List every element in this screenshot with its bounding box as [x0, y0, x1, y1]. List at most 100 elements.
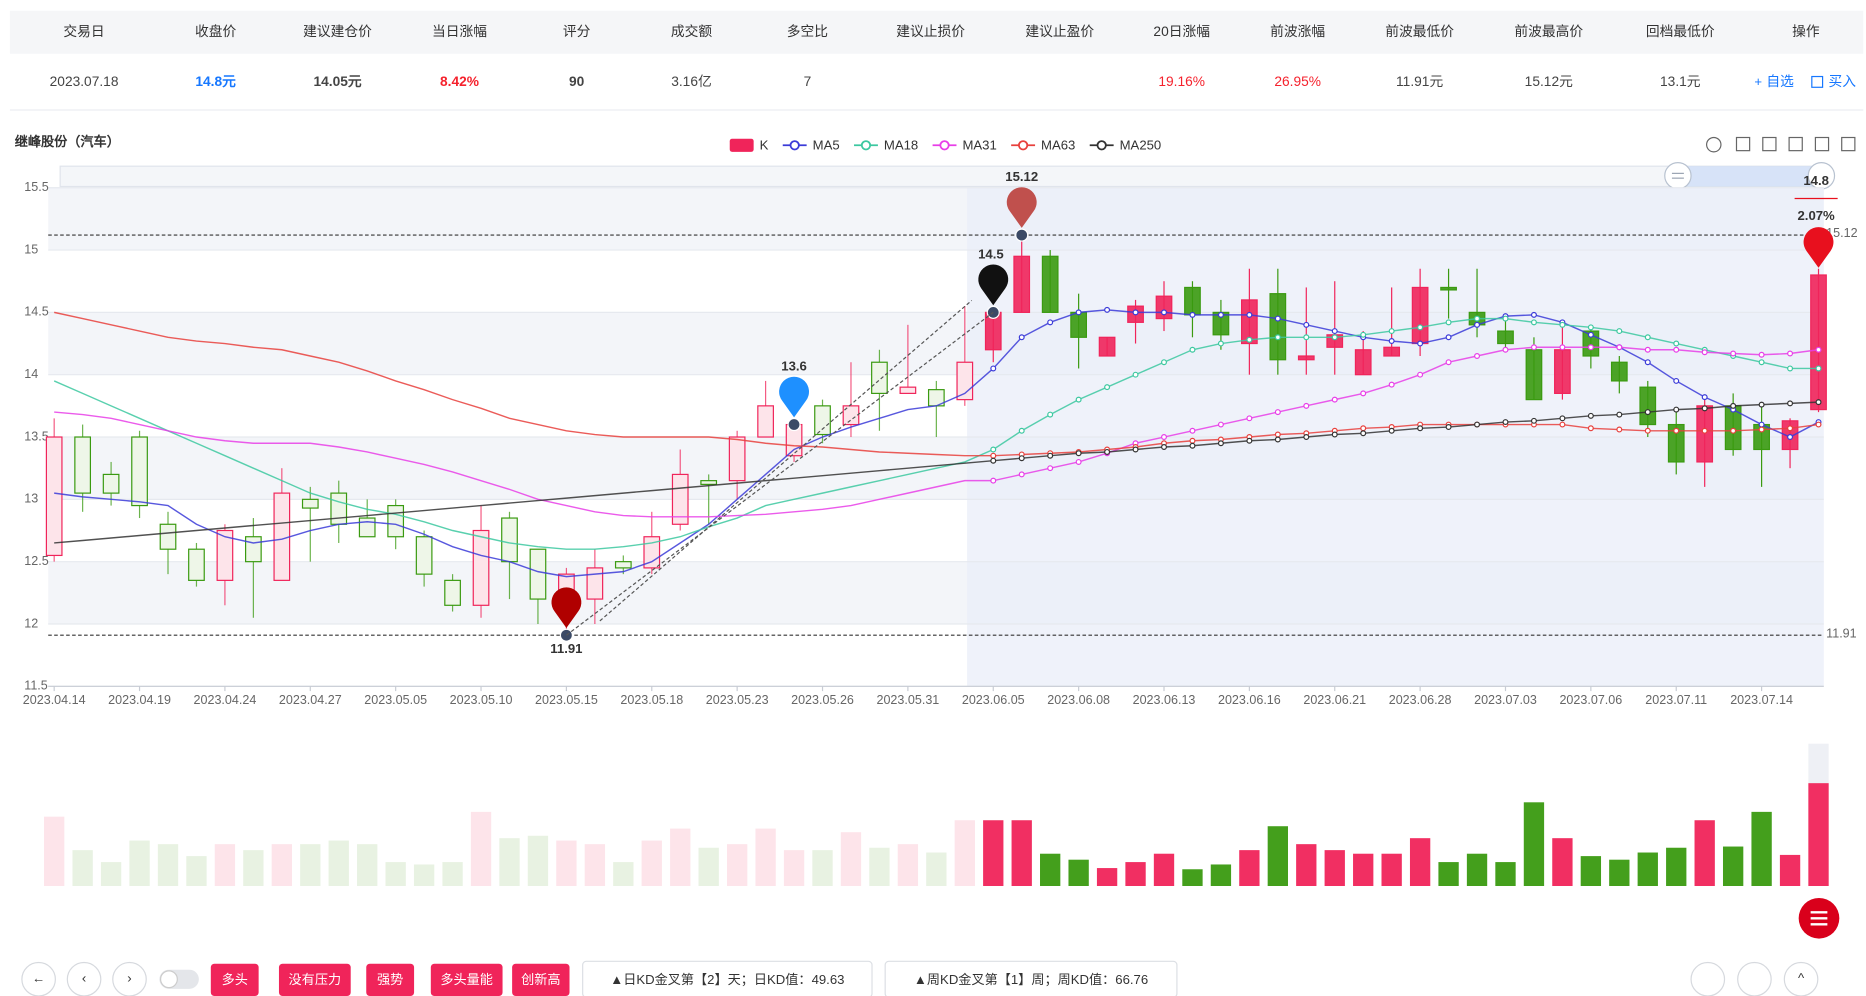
- ma-point: [1616, 344, 1623, 351]
- legend-label[interactable]: MA18: [884, 137, 918, 152]
- candle: [131, 430, 148, 519]
- chart-toolbar: [1706, 136, 1856, 153]
- ma-point: [1673, 377, 1680, 384]
- tag-button[interactable]: [278, 963, 351, 996]
- candle-body: [899, 386, 917, 394]
- action-link[interactable]: 自选: [1766, 74, 1794, 89]
- data-view-icon[interactable]: [1814, 136, 1830, 152]
- reference-label: 11.91: [1826, 626, 1856, 640]
- ma-point: [1388, 427, 1395, 434]
- candle-body: [1411, 286, 1429, 345]
- candle-body: [614, 561, 632, 569]
- save-icon[interactable]: [1841, 136, 1856, 152]
- ma-point: [1730, 350, 1737, 357]
- ma-line: [54, 346, 1819, 518]
- candle-body: [415, 536, 433, 575]
- marker-pin: [978, 264, 1009, 306]
- volume-bar: [670, 828, 691, 886]
- marker-pin: [779, 376, 810, 418]
- legend-label[interactable]: K: [760, 137, 769, 152]
- legend-label[interactable]: MA250: [1120, 137, 1162, 152]
- candle-body: [871, 361, 888, 394]
- ma-point: [1189, 346, 1196, 353]
- candle: [1639, 380, 1657, 438]
- legend-label[interactable]: MA31: [962, 137, 996, 152]
- tag-label: 多头: [222, 971, 248, 987]
- candle-body: [301, 498, 319, 509]
- volume-bar: [954, 820, 975, 886]
- legend-swatch: [789, 140, 800, 151]
- download-button[interactable]: [1690, 961, 1726, 996]
- tag-button[interactable]: [210, 963, 259, 996]
- ma-point: [1815, 365, 1822, 372]
- candle: [45, 418, 63, 562]
- ma-point: [1616, 328, 1623, 335]
- ma-point: [1104, 306, 1111, 313]
- zoom-icon[interactable]: [1735, 136, 1751, 152]
- column-header: 前波涨幅: [1270, 23, 1325, 39]
- candle-body: [131, 436, 148, 507]
- ma-point: [1758, 401, 1765, 408]
- volume-bar: [1637, 852, 1658, 886]
- ma-point: [1445, 424, 1452, 431]
- ma-point: [1787, 365, 1794, 372]
- tag-button[interactable]: [430, 963, 503, 996]
- zoom-handle[interactable]: [1664, 162, 1692, 190]
- trend-line: [599, 299, 973, 622]
- ma-point: [1559, 344, 1566, 351]
- restore-icon[interactable]: [1788, 136, 1803, 152]
- candle: [871, 349, 888, 431]
- y-tick-label: 14: [24, 367, 38, 381]
- ma-point: [1360, 425, 1367, 432]
- volume-bar: [1210, 864, 1232, 886]
- volume-bar: [300, 844, 321, 886]
- tag-button[interactable]: [366, 963, 415, 996]
- top-button[interactable]: [1783, 961, 1819, 996]
- tag-button[interactable]: [512, 963, 570, 996]
- candle: [102, 461, 120, 506]
- copy-button[interactable]: [1737, 961, 1772, 996]
- ma-point: [1644, 346, 1651, 353]
- ma-point: [1730, 427, 1737, 434]
- signal-text: ▲日KD金叉第【2】天；日KD值：49.63: [610, 971, 844, 988]
- last-change: 2.07%: [1797, 208, 1835, 223]
- candle: [1041, 250, 1059, 313]
- first-button[interactable]: [21, 961, 56, 996]
- legend-label[interactable]: MA5: [813, 137, 840, 152]
- candle: [159, 511, 177, 575]
- volume-bar: [243, 850, 264, 886]
- ma-point: [1644, 334, 1651, 341]
- ma-point: [1787, 425, 1794, 432]
- table-header-bg: [9, 10, 1864, 54]
- prev-button[interactable]: [66, 961, 102, 996]
- ma-point: [1530, 319, 1537, 326]
- ma-point: [990, 446, 997, 453]
- ma-point: [1331, 396, 1338, 403]
- refresh-icon[interactable]: [1706, 136, 1722, 153]
- next-button[interactable]: [112, 961, 147, 996]
- ma-point: [1018, 427, 1025, 434]
- legend-label[interactable]: MA63: [1041, 137, 1075, 152]
- ma-point: [1417, 425, 1424, 432]
- action-link[interactable]: 买入: [1829, 74, 1857, 89]
- ma-point: [1673, 346, 1680, 353]
- candle: [728, 430, 746, 500]
- zoom-window[interactable]: [1677, 166, 1824, 187]
- candle-body: [1696, 405, 1714, 463]
- ma-point: [1360, 430, 1367, 437]
- volume-bar: [1267, 826, 1288, 886]
- ma-point: [1274, 436, 1281, 443]
- table-cell: 26.95%: [1274, 74, 1321, 89]
- ma-point: [1758, 426, 1765, 433]
- candle: [301, 486, 319, 562]
- candle-body: [1041, 255, 1059, 313]
- table-cell: 15.12元: [1525, 74, 1573, 89]
- ma-point: [1758, 421, 1765, 428]
- ma-point: [1644, 409, 1651, 416]
- candle-body: [501, 517, 518, 563]
- zoom-back-icon[interactable]: [1762, 136, 1777, 152]
- column-header: 操作: [1792, 24, 1820, 39]
- ma-point: [1189, 427, 1196, 434]
- y-tick-label: 15.5: [24, 180, 48, 194]
- ma-point: [1360, 390, 1367, 397]
